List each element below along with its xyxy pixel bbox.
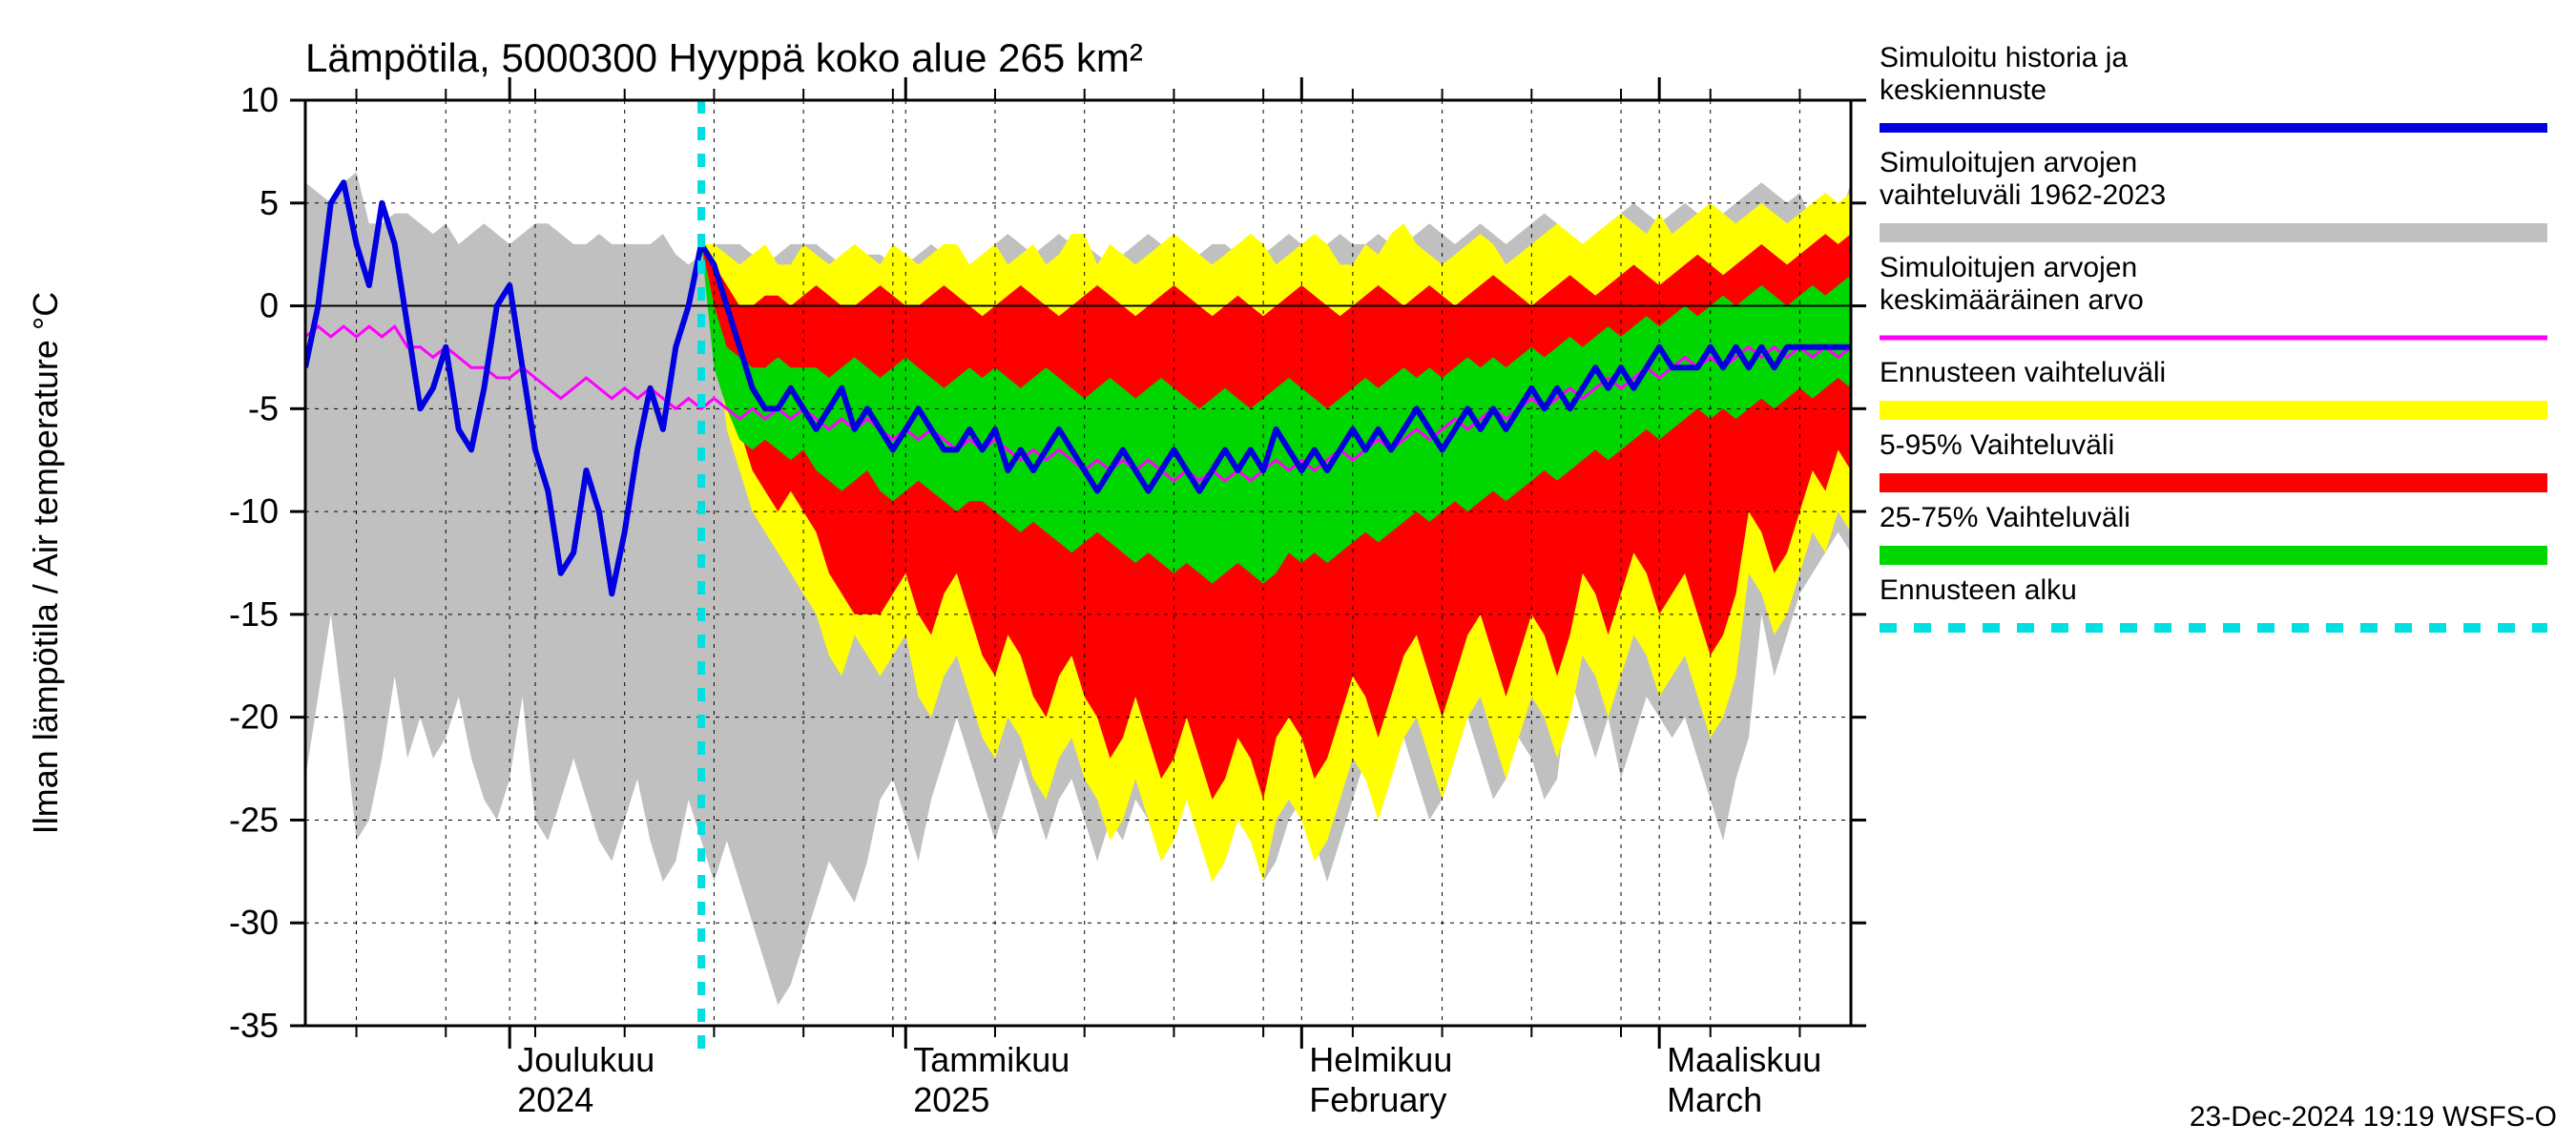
legend-swatch [1880, 223, 2547, 242]
y-tick-label: -30 [229, 903, 279, 942]
x-month-sublabel: March [1667, 1080, 1762, 1119]
legend-label: Ennusteen alku [1880, 574, 2077, 606]
temperature-forecast-chart: -35 -30 -25 -20 -15 -10 -5 0 5 10 Joulukuu2024 Tamm… [0, 0, 2576, 1145]
x-month-label: Maaliskuu [1667, 1040, 1821, 1079]
y-tick-label: -5 [248, 388, 279, 427]
footer-timestamp: 23-Dec-2024 19:19 WSFS-O [2190, 1101, 2557, 1133]
x-month-label: Helmikuu [1309, 1040, 1452, 1079]
legend-label: vaihteluväli 1962-2023 [1880, 179, 2166, 211]
y-tick-label: 5 [260, 183, 279, 222]
legend-label: keskimääräinen arvo [1880, 284, 2144, 316]
y-tick-label: -35 [229, 1006, 279, 1045]
legend-label: 5-95% Vaihteluväli [1880, 429, 2114, 461]
legend-label: Simuloitujen arvojen [1880, 252, 2137, 283]
y-tick-label: -10 [229, 491, 279, 531]
legend-swatch [1880, 401, 2547, 420]
legend-label: 25-75% Vaihteluväli [1880, 502, 2130, 533]
y-tick-label: 10 [240, 80, 279, 119]
legend-label: Simuloitu historia ja [1880, 42, 2128, 73]
legend-label: Simuloitujen arvojen [1880, 147, 2137, 178]
y-axis-label: Ilman lämpötila / Air temperature °C [26, 292, 65, 835]
x-month-label: Tammikuu [913, 1040, 1070, 1079]
legend-swatch [1880, 473, 2547, 492]
legend-label: Ennusteen vaihteluväli [1880, 357, 2166, 388]
x-month-label: Joulukuu [517, 1040, 654, 1079]
x-month-sublabel: 2024 [517, 1080, 593, 1119]
legend-swatch [1880, 546, 2547, 565]
legend-label: keskiennuste [1880, 74, 2046, 106]
chart-title: Lämpötila, 5000300 Hyyppä koko alue 265 … [305, 35, 1143, 80]
y-tick-label: -25 [229, 800, 279, 839]
y-tick-label: 0 [260, 286, 279, 325]
x-month-sublabel: 2025 [913, 1080, 989, 1119]
y-tick-label: -20 [229, 697, 279, 737]
y-tick-label: -15 [229, 594, 279, 634]
x-month-sublabel: February [1309, 1080, 1446, 1119]
